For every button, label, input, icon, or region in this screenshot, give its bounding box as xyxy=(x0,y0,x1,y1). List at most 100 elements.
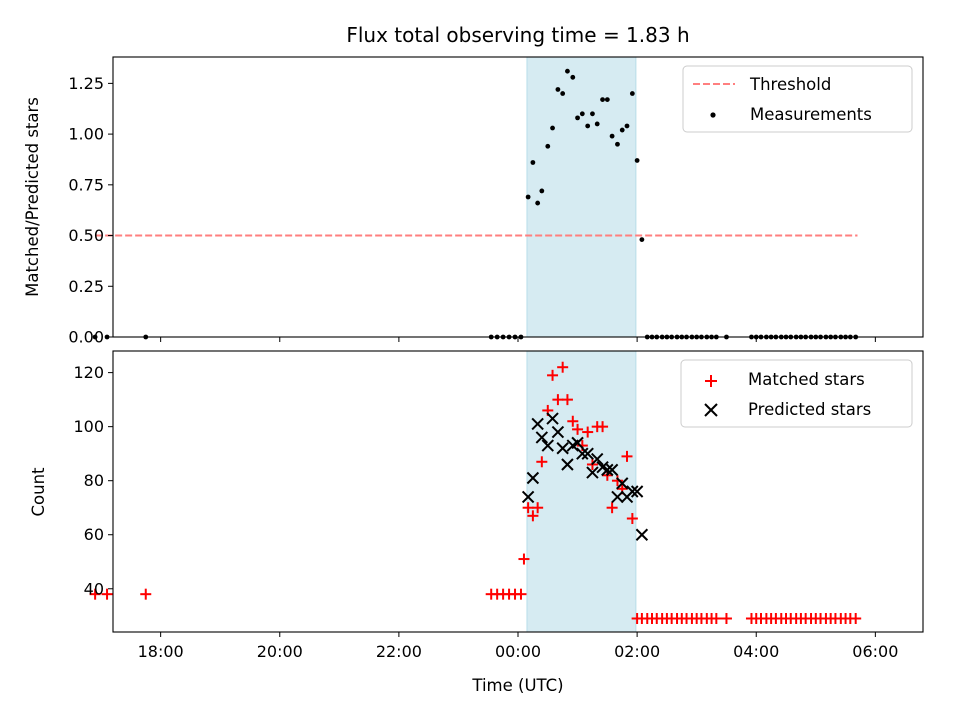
top-ytick-label: 0.00 xyxy=(68,328,104,347)
predicted-star-point xyxy=(561,458,574,471)
bottom-points-layer xyxy=(89,361,862,624)
bottom-ytick-label: 100 xyxy=(73,417,104,436)
matched-star-point xyxy=(515,588,527,600)
predicted-star-point xyxy=(551,425,565,439)
measurement-point xyxy=(590,111,595,117)
top-legend-box xyxy=(682,65,913,133)
bottom-xtick-label: 04:00 xyxy=(733,642,779,661)
bottom-yticks: 40 60 80 100 120 xyxy=(73,363,113,598)
measurement-point xyxy=(609,133,615,139)
bottom-axes-frame xyxy=(112,350,924,633)
predicted-star-point xyxy=(630,485,644,498)
matched-star-point xyxy=(850,612,862,624)
matched-star-point xyxy=(567,415,579,427)
measurement-point xyxy=(565,68,570,74)
bottom-ytick-label: 80 xyxy=(84,471,104,490)
measurement-point xyxy=(615,141,620,147)
predicted-star-point xyxy=(571,436,584,450)
top-xticks xyxy=(160,337,876,342)
bottom-xtick-label: 00:00 xyxy=(495,642,541,661)
matched-star-point xyxy=(527,510,539,522)
matched-star-point xyxy=(606,502,618,514)
matched-star-point xyxy=(626,513,638,525)
matched-star-point xyxy=(557,361,569,373)
matched-star-point xyxy=(547,369,559,381)
measurement-point xyxy=(579,111,585,117)
top-axes-frame xyxy=(112,56,924,338)
top-legend: Threshold Measurements xyxy=(682,65,913,133)
bottom-xtick-label: 22:00 xyxy=(376,642,422,661)
measurement-point xyxy=(604,97,610,103)
predicted-star-point xyxy=(541,439,554,452)
predicted-star-point xyxy=(591,452,604,466)
top-ytick-label: 0.75 xyxy=(68,175,104,194)
matched-star-point xyxy=(101,588,113,600)
predicted-star-point xyxy=(535,431,549,444)
matched-star-point xyxy=(532,502,544,514)
predicted-star-point xyxy=(546,412,559,425)
predicted-star-point xyxy=(611,490,624,504)
top-ytick-label: 0.50 xyxy=(68,226,104,245)
measurement-point xyxy=(550,125,555,131)
chart-title: Flux total observing time = 1.83 h xyxy=(346,23,689,47)
matched-star-point xyxy=(597,421,609,433)
top-span xyxy=(526,56,637,338)
bottom-xtick-label: 06:00 xyxy=(852,642,898,661)
legend-matched-swatch xyxy=(705,375,717,387)
bottom-xticks: 18:00 20:00 22:00 00:00 02:00 04:00 06:00 xyxy=(138,632,898,661)
predicted-star-point xyxy=(635,528,649,541)
matched-star-point xyxy=(140,588,152,600)
measurement-point xyxy=(545,143,551,149)
bottom-ytick-label: 60 xyxy=(84,525,104,544)
predicted-star-point xyxy=(605,463,619,477)
measurement-point xyxy=(600,97,605,103)
predicted-star-point xyxy=(581,447,594,460)
matched-star-point xyxy=(572,423,584,435)
bottom-xtick-label: 20:00 xyxy=(257,642,303,661)
bottom-legend: Matched stars Predicted stars xyxy=(680,359,913,428)
matched-star-point xyxy=(710,612,722,624)
measurement-point xyxy=(624,123,630,129)
top-axes: 0.00 0.25 0.50 0.75 1.00 1.25 Matched/Predict… xyxy=(23,56,924,347)
matched-star-point xyxy=(552,394,564,406)
measurement-point xyxy=(639,237,645,243)
measurement-point xyxy=(555,87,561,92)
matched-star-point xyxy=(518,553,530,565)
measurement-point xyxy=(619,127,625,133)
predicted-star-point xyxy=(626,485,639,498)
measurement-point xyxy=(634,158,640,163)
matched-star-point xyxy=(536,456,548,468)
predicted-star-point xyxy=(616,477,629,490)
bottom-xtick-label: 02:00 xyxy=(614,642,660,661)
bottom-axes: 40 60 80 100 120 18:00 20:00 22:00 00:00 02:00 04… xyxy=(29,350,924,695)
top-yticks: 0.00 0.25 0.50 0.75 1.00 1.25 xyxy=(68,74,113,347)
matched-star-point xyxy=(621,450,633,462)
matched-star-point xyxy=(89,588,101,600)
measurement-point xyxy=(92,334,98,340)
measurement-point xyxy=(560,91,566,96)
measurement-point xyxy=(570,74,576,80)
predicted-star-point xyxy=(556,442,569,455)
bottom-legend-box xyxy=(680,359,913,428)
bottom-ytick-label: 40 xyxy=(84,579,104,598)
bottom-y-axis-label: Count xyxy=(29,467,48,517)
legend-predicted-swatch xyxy=(704,403,718,417)
legend-matched-label: Matched stars xyxy=(748,370,865,389)
legend-predicted-label: Predicted stars xyxy=(748,400,871,419)
bottom-xtick-label: 18:00 xyxy=(138,642,184,661)
predicted-star-point xyxy=(576,447,589,460)
top-ytick-label: 0.25 xyxy=(68,277,104,296)
measurement-point xyxy=(594,121,600,127)
x-axis-label: Time (UTC) xyxy=(471,676,563,695)
legend-measurements-label: Measurements xyxy=(750,105,872,124)
measurement-point xyxy=(530,160,536,165)
legend-threshold-label: Threshold xyxy=(749,75,831,94)
measurement-point xyxy=(525,194,531,200)
measurement-point xyxy=(539,188,545,194)
matched-star-point xyxy=(582,426,594,438)
top-y-axis-label: Matched/Predicted stars xyxy=(23,97,42,297)
measurement-point xyxy=(535,200,541,206)
predicted-star-point xyxy=(531,417,544,431)
measurement-point xyxy=(629,91,635,96)
